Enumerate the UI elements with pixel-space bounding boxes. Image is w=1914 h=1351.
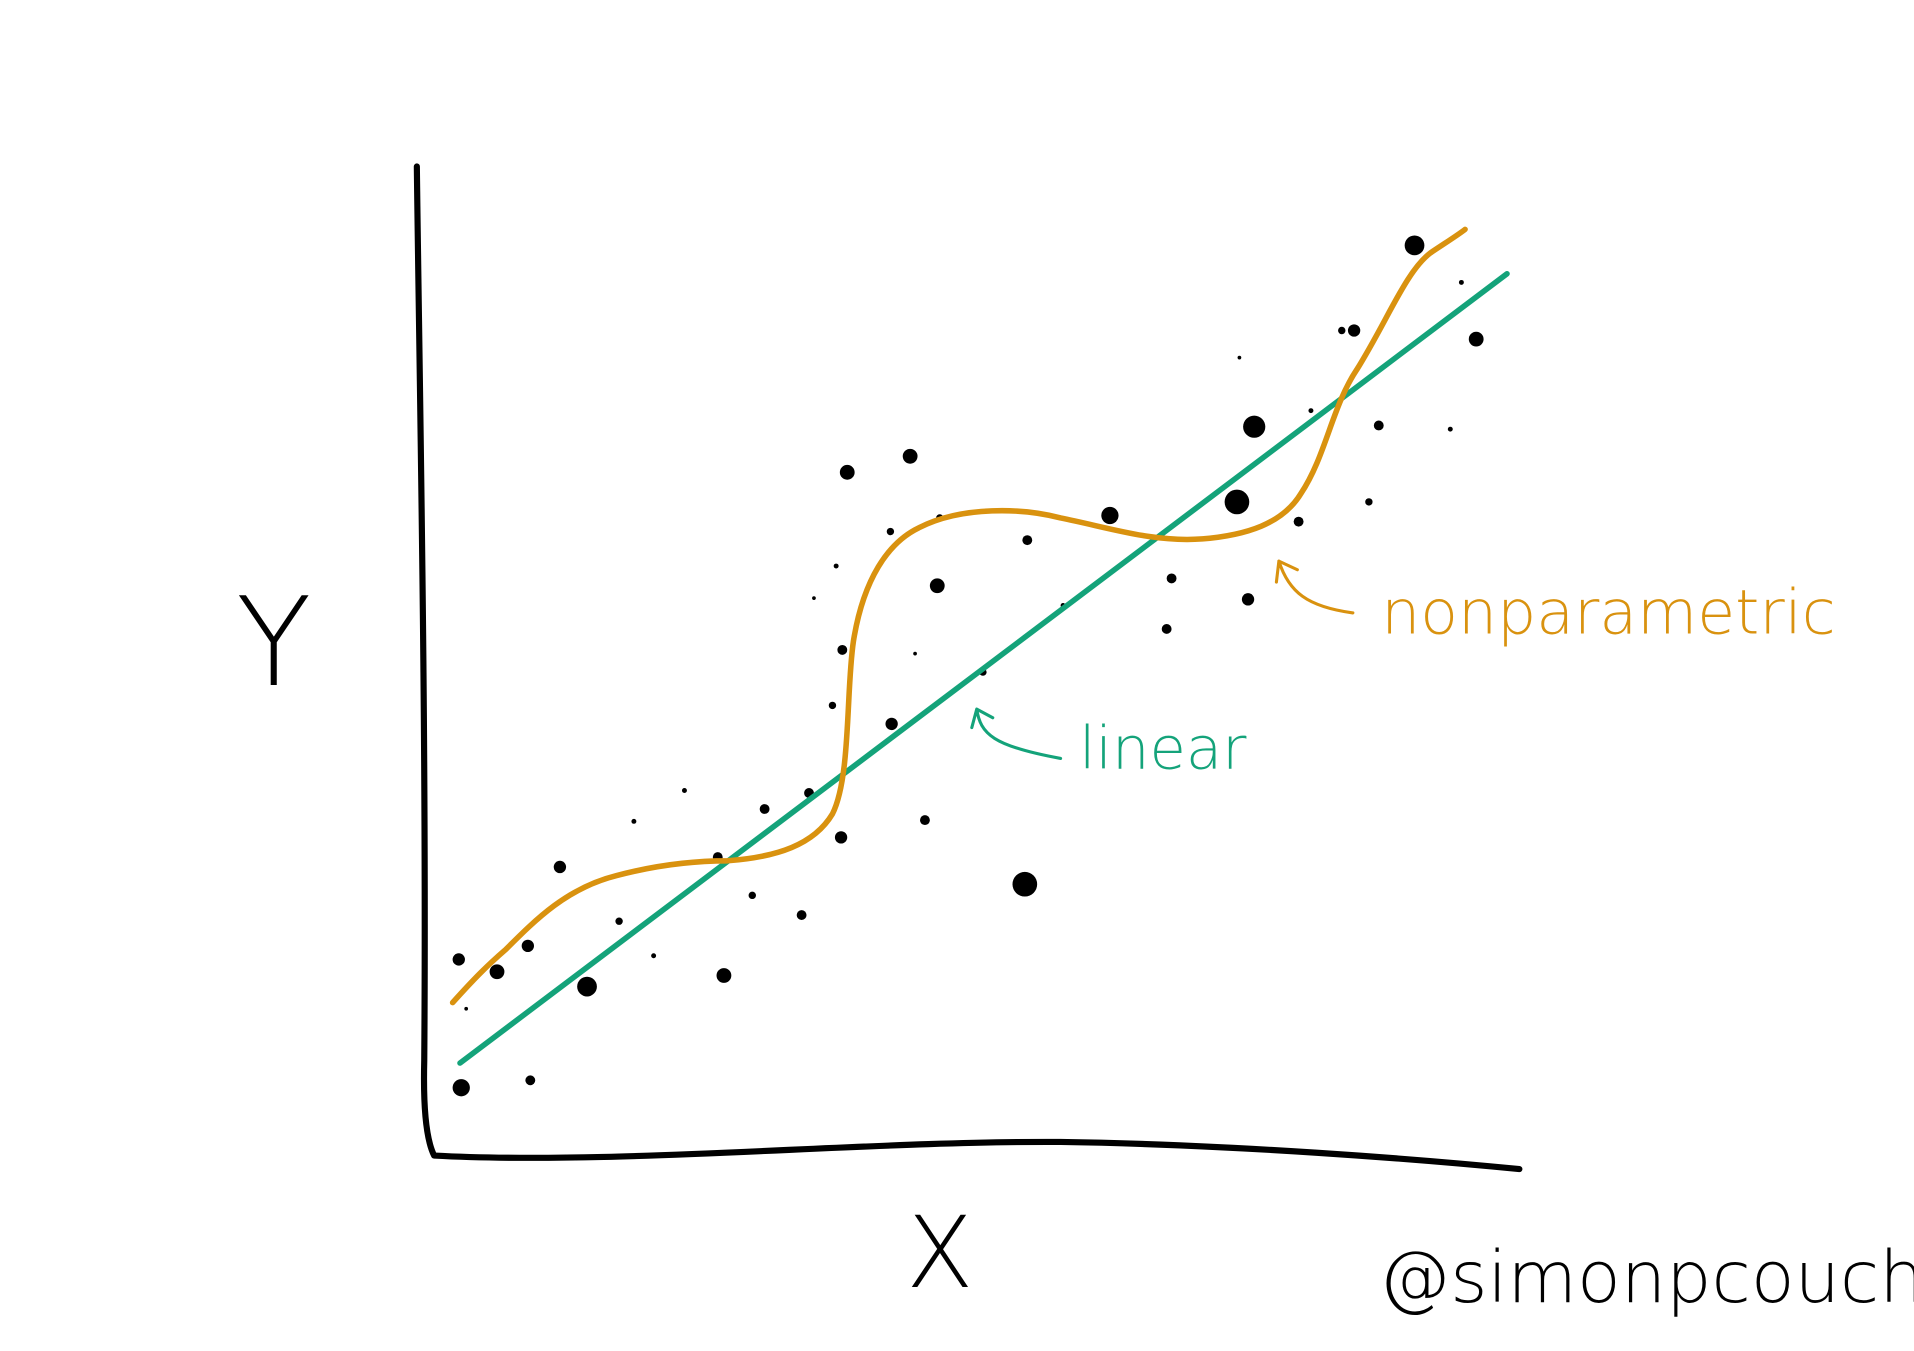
- y-axis-label: Y: [236, 572, 311, 715]
- data-point: [1166, 573, 1177, 584]
- data-point: [631, 818, 637, 824]
- data-point: [1468, 331, 1484, 347]
- data-point: [1241, 593, 1255, 606]
- data-point: [577, 976, 597, 997]
- data-point: [833, 563, 839, 569]
- data-points: [452, 235, 1484, 1097]
- data-point: [1012, 871, 1038, 897]
- linear-label: linear: [1079, 713, 1247, 782]
- data-point: [452, 1079, 470, 1097]
- data-point: [796, 910, 807, 920]
- data-point: [1237, 355, 1242, 360]
- data-point: [1161, 624, 1172, 634]
- data-point: [828, 701, 837, 710]
- data-point: [525, 1075, 536, 1086]
- data-point: [1447, 426, 1453, 432]
- data-point: [834, 831, 848, 844]
- linear-arrow: [970, 707, 1063, 760]
- data-point: [1243, 415, 1266, 438]
- data-point: [651, 953, 657, 959]
- data-point: [716, 968, 732, 983]
- data-point: [553, 860, 567, 874]
- data-point: [920, 815, 930, 826]
- data-point: [1373, 420, 1384, 431]
- data-point: [929, 578, 945, 594]
- data-point: [1347, 324, 1361, 337]
- data-point: [464, 1006, 469, 1011]
- data-point: [748, 891, 756, 900]
- data-point: [902, 448, 918, 464]
- data-point: [1458, 279, 1464, 285]
- data-point: [521, 939, 535, 953]
- data-point: [1101, 506, 1119, 525]
- data-point: [886, 527, 895, 536]
- data-point: [1308, 408, 1314, 414]
- x-axis-label: X: [906, 1196, 974, 1311]
- data-point: [615, 917, 623, 925]
- data-point: [1338, 326, 1346, 335]
- data-point: [913, 651, 917, 656]
- data-point: [1365, 498, 1373, 506]
- nonparametric-arrow: [1274, 559, 1355, 615]
- data-point: [839, 464, 855, 480]
- data-point: [759, 804, 770, 814]
- data-point: [452, 953, 465, 966]
- data-point: [812, 596, 816, 600]
- signature: @simonpcouch: [1379, 1236, 1914, 1319]
- data-point: [1224, 489, 1250, 515]
- data-point: [681, 788, 687, 793]
- data-point: [885, 717, 898, 731]
- data-point: [1404, 235, 1425, 256]
- data-point: [837, 644, 848, 655]
- nonparametric-label: nonparametric: [1381, 577, 1835, 649]
- data-point: [1293, 516, 1304, 527]
- data-point: [1022, 535, 1033, 546]
- linear-fit: [457, 271, 1510, 1066]
- axes: [413, 163, 1523, 1173]
- data-point: [489, 964, 505, 980]
- nonparametric-fit: [449, 226, 1468, 1006]
